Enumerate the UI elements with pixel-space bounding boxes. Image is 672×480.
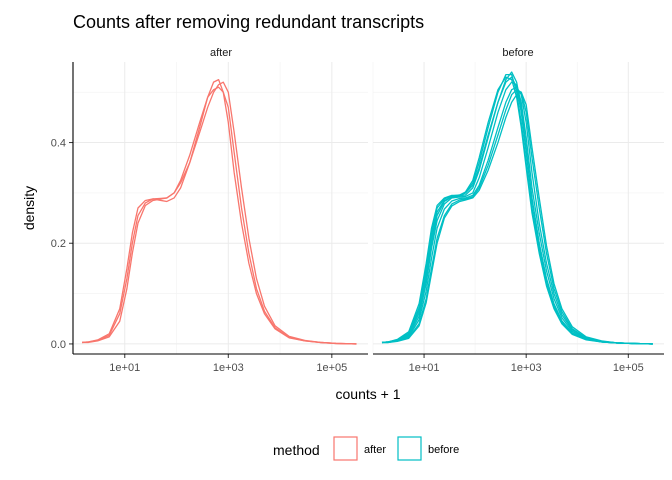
x-tick-label: 1e+05: [316, 362, 347, 374]
series-group-before: [381, 71, 653, 345]
legend-key-after: [333, 436, 358, 461]
x-tick-label: 1e+01: [109, 362, 140, 374]
x-tick-label: 1e+03: [511, 362, 542, 374]
density-line-after-1: [82, 78, 357, 345]
x-ticks-after: 1e+01 1e+03 1e+05: [109, 354, 347, 374]
density-line-after-3: [82, 81, 357, 345]
grid-after: [72, 62, 368, 354]
legend-label-after: after: [364, 444, 386, 456]
legend-label-before: before: [428, 444, 459, 456]
x-tick-label: 1e+05: [613, 362, 644, 374]
legend-key-before: [397, 436, 422, 461]
y-tick-label: 0.4: [51, 138, 66, 150]
legend-title: method: [273, 442, 320, 458]
panel-after: after 1e+01 1e+03 1e+05: [72, 47, 368, 374]
x-ticks-before: 1e+01 1e+03 1e+05: [409, 354, 644, 374]
grid-before: [372, 62, 664, 354]
chart-title: Counts after removing redundant transcri…: [73, 12, 424, 32]
panel-before: before 1e+01 1e+03 1e+05: [372, 47, 664, 374]
y-ticks: 0.0 0.2 0.4: [51, 138, 73, 351]
density-line-before-2: [381, 76, 653, 345]
density-line-before-6: [381, 89, 653, 345]
density-line-before-4: [381, 81, 653, 345]
strip-label-before: before: [502, 47, 533, 59]
x-tick-label: 1e+03: [213, 362, 244, 374]
y-axis-title: density: [21, 186, 37, 230]
density-line-before-7: [381, 91, 653, 345]
strip-label-after: after: [210, 47, 232, 59]
series-group-after: [82, 78, 357, 345]
y-tick-label: 0.0: [51, 339, 66, 351]
x-axis-title: counts + 1: [336, 386, 401, 402]
density-line-after-2: [82, 86, 357, 345]
x-tick-label: 1e+01: [409, 362, 440, 374]
density-line-before-8: [381, 71, 653, 345]
density-line-before-5: [381, 86, 653, 345]
y-tick-label: 0.2: [51, 238, 66, 250]
legend: method after before: [273, 436, 459, 461]
